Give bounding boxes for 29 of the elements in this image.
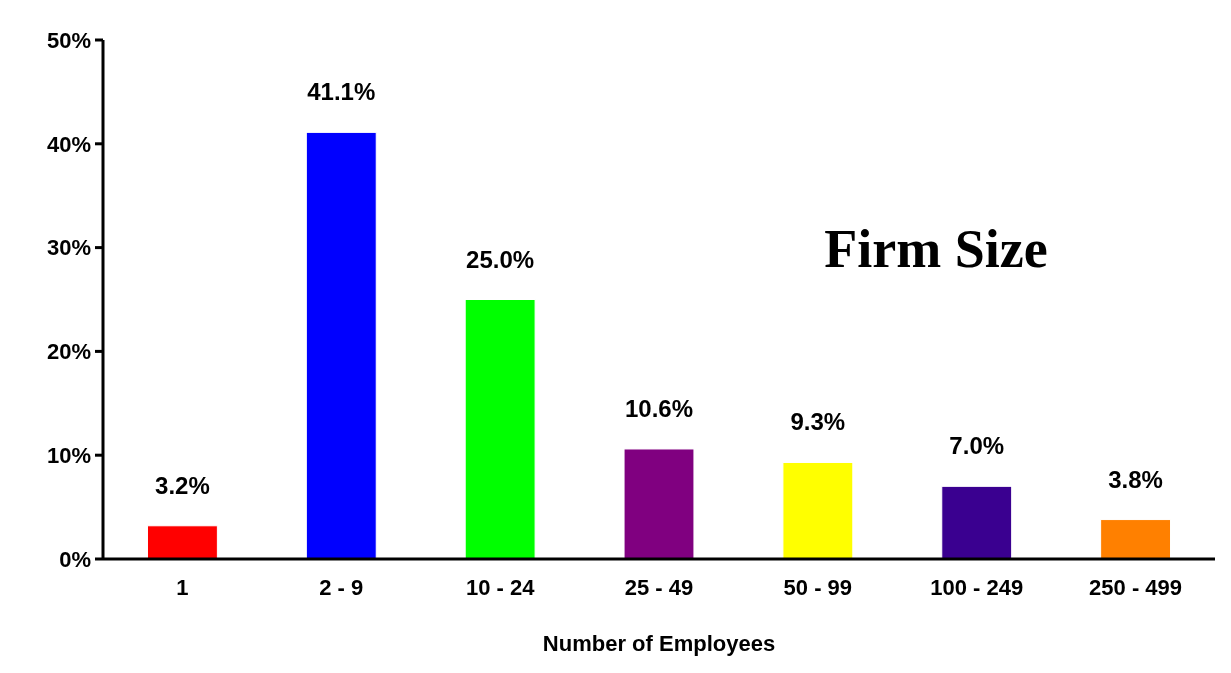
y-tick-label: 20% [46,339,91,365]
x-tick-label: 50 - 99 [783,575,853,600]
data-label: 25.0% [466,245,535,273]
bar [305,131,377,560]
y-tick-label: 10% [46,442,91,468]
y-tick-label: 0% [59,546,91,572]
data-label: 41.1% [307,78,376,106]
x-tick-label: 10 - 24 [465,575,536,600]
y-tick-label: 30% [46,235,91,261]
data-label: 10.6% [624,394,694,422]
bar [146,525,218,560]
data-label: 3.2% [155,471,210,499]
bar [941,485,1013,560]
bar [464,299,536,560]
bar [623,448,695,560]
x-tick-label: 100 - 249 [930,575,1024,600]
bar [1100,519,1172,560]
data-label: 3.8% [1108,465,1163,493]
y-tick-label: 50% [46,27,91,53]
text: Firm Size [824,218,1048,279]
x-tick-label: 1 [176,575,189,600]
x-tick-label: 2 - 9 [319,575,364,600]
y-tick-label: 40% [46,131,91,157]
bar [782,461,854,560]
data-label: 7.0% [949,432,1005,460]
x-axis-title: Number of Employees [542,631,776,656]
x-tick-label: 25 - 49 [624,575,694,600]
x-tick-label: 250 - 499 [1089,575,1183,600]
data-label: 9.3% [790,408,846,436]
